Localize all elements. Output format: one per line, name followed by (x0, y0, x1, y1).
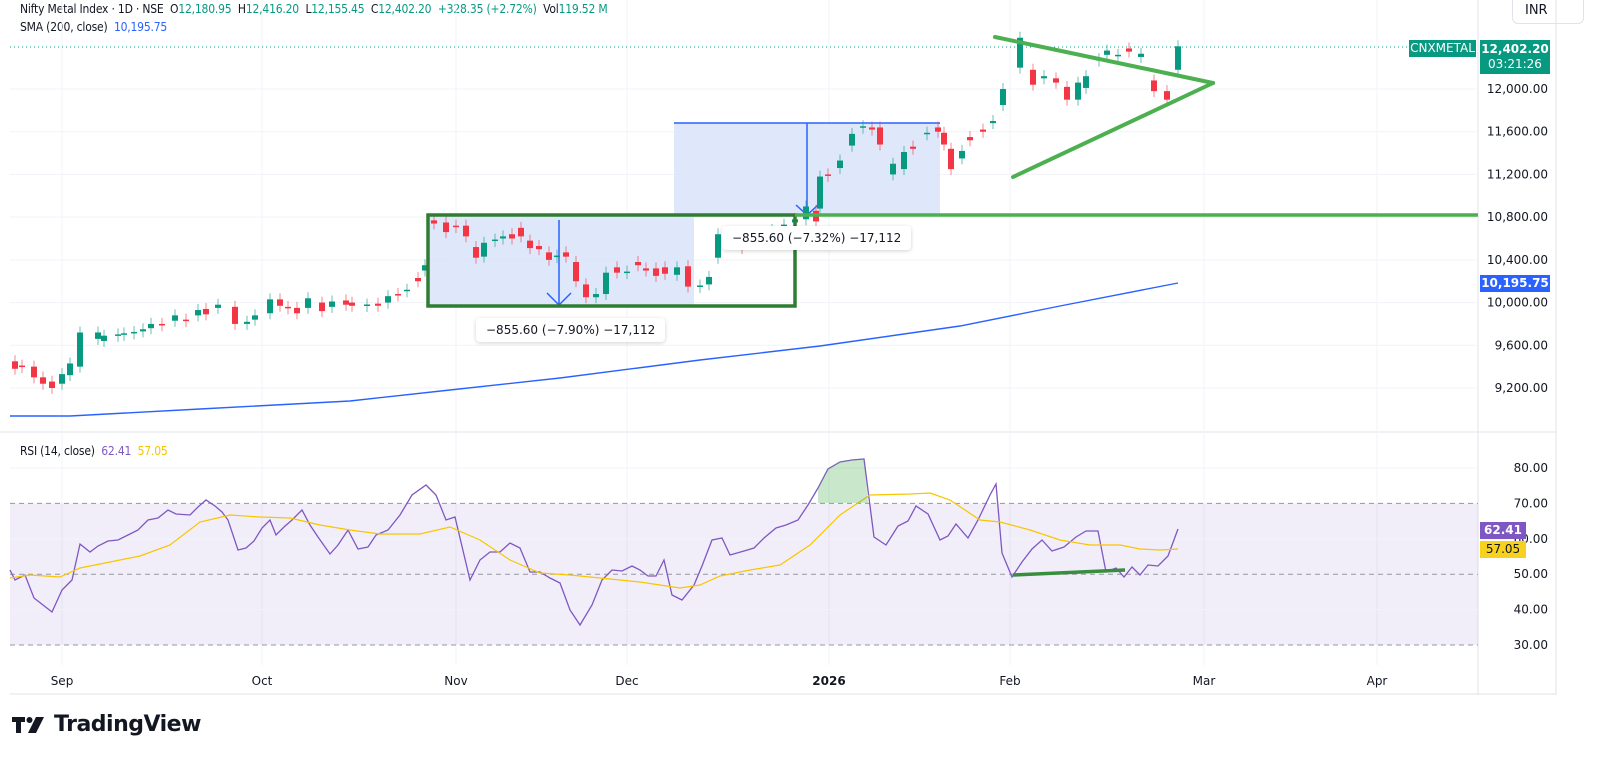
price-axis-label: 10,800.00 (1487, 210, 1548, 224)
low-value: 12,155.45 (311, 2, 365, 16)
price-chart[interactable]: Sep Oct Nov Dec 2026 Feb Mar Apr 12,000.00 11,600… (0, 0, 1600, 700)
low-label: L (305, 2, 312, 16)
symbol-title[interactable]: Nifty Metal Index · 1D · NSE (20, 2, 164, 16)
rsi-ma-line (9, 492, 1179, 589)
price-axis-label: 10,400.00 (1487, 253, 1548, 267)
high-value: 12,416.20 (245, 2, 299, 16)
price-axis-label: 12,000.00 (1487, 82, 1548, 96)
x-axis-label: Feb (999, 674, 1020, 688)
sma-label: SMA (200, close) (20, 20, 108, 34)
symbol-legend: Nifty Metal Index · 1D · NSE O12,180.95 … (20, 2, 608, 16)
x-axis-label: Mar (1193, 674, 1216, 688)
sma-line (10, 282, 1179, 417)
sma-legend[interactable]: SMA (200, close) 10,195.75 (20, 20, 167, 34)
x-axis-label: Nov (444, 674, 467, 688)
high-label: H (237, 2, 246, 16)
rsi-value-tag: 62.41 (1480, 522, 1526, 539)
tradingview-logo-icon (12, 716, 44, 733)
rsi-axis-label: 80.00 (1514, 461, 1548, 475)
rsi-label: RSI (14, close) (20, 444, 95, 458)
sma-value: 10,195.75 (113, 20, 168, 34)
price-axis-label: 9,200.00 (1495, 381, 1548, 395)
tradingview-logo[interactable]: TradingView (12, 712, 201, 737)
x-axis-label: Sep (51, 674, 74, 688)
rsi-axis-label: 50.00 (1514, 567, 1548, 581)
rsi-value: 62.41 (101, 444, 132, 458)
symbol-tag: CNXMETAL (1409, 40, 1476, 57)
triangle-upper-line[interactable] (993, 35, 1215, 85)
rsi-ma-value: 57.05 (137, 444, 168, 458)
rsi-axis-label: 30.00 (1514, 638, 1548, 652)
price-axis-label: 9,600.00 (1495, 338, 1548, 352)
currency-button[interactable]: INR (1512, 0, 1584, 24)
x-axis-label: Oct (252, 674, 273, 688)
last-price: 12,402.20 (1481, 42, 1549, 56)
consolidation-box[interactable] (426, 213, 797, 308)
volume-value: 119.52 M (558, 2, 608, 16)
triangle-lower-line[interactable] (1011, 81, 1215, 179)
brand-name: TradingView (54, 712, 201, 737)
rsi-legend[interactable]: RSI (14, close) 62.41 57.05 (20, 444, 168, 458)
rsi-line (9, 458, 1179, 627)
measure-label-2[interactable]: −855.60 (−7.32%) −17,112 (722, 226, 912, 250)
change-value: +328.35 (+2.72%) (437, 2, 537, 16)
rsi-axis-label: 40.00 (1514, 603, 1548, 617)
price-axis-label: 11,600.00 (1487, 125, 1548, 139)
open-label: O (170, 2, 179, 16)
close-value: 12,402.20 (378, 2, 432, 16)
last-price-tag: 12,402.20 03:21:26 (1480, 40, 1550, 74)
rsi-ma-value-tag: 57.05 (1480, 541, 1526, 558)
x-axis-label: Dec (615, 674, 638, 688)
rsi-axis-label: 70.00 (1514, 496, 1548, 510)
x-axis-label: Apr (1367, 674, 1388, 688)
measure-label-1[interactable]: −855.60 (−7.90%) −17,112 (476, 318, 666, 342)
x-axis-label: 2026 (812, 674, 845, 688)
price-axis-label: 10,000.00 (1487, 296, 1548, 310)
volume-label: Vol (543, 2, 559, 16)
sma-price-tag: 10,195.75 (1480, 275, 1550, 292)
close-label: C (370, 2, 379, 16)
rsi-trendline[interactable] (1012, 568, 1126, 577)
price-axis-label: 11,200.00 (1487, 167, 1548, 181)
countdown: 03:21:26 (1488, 57, 1542, 71)
open-value: 12,180.95 (178, 2, 232, 16)
